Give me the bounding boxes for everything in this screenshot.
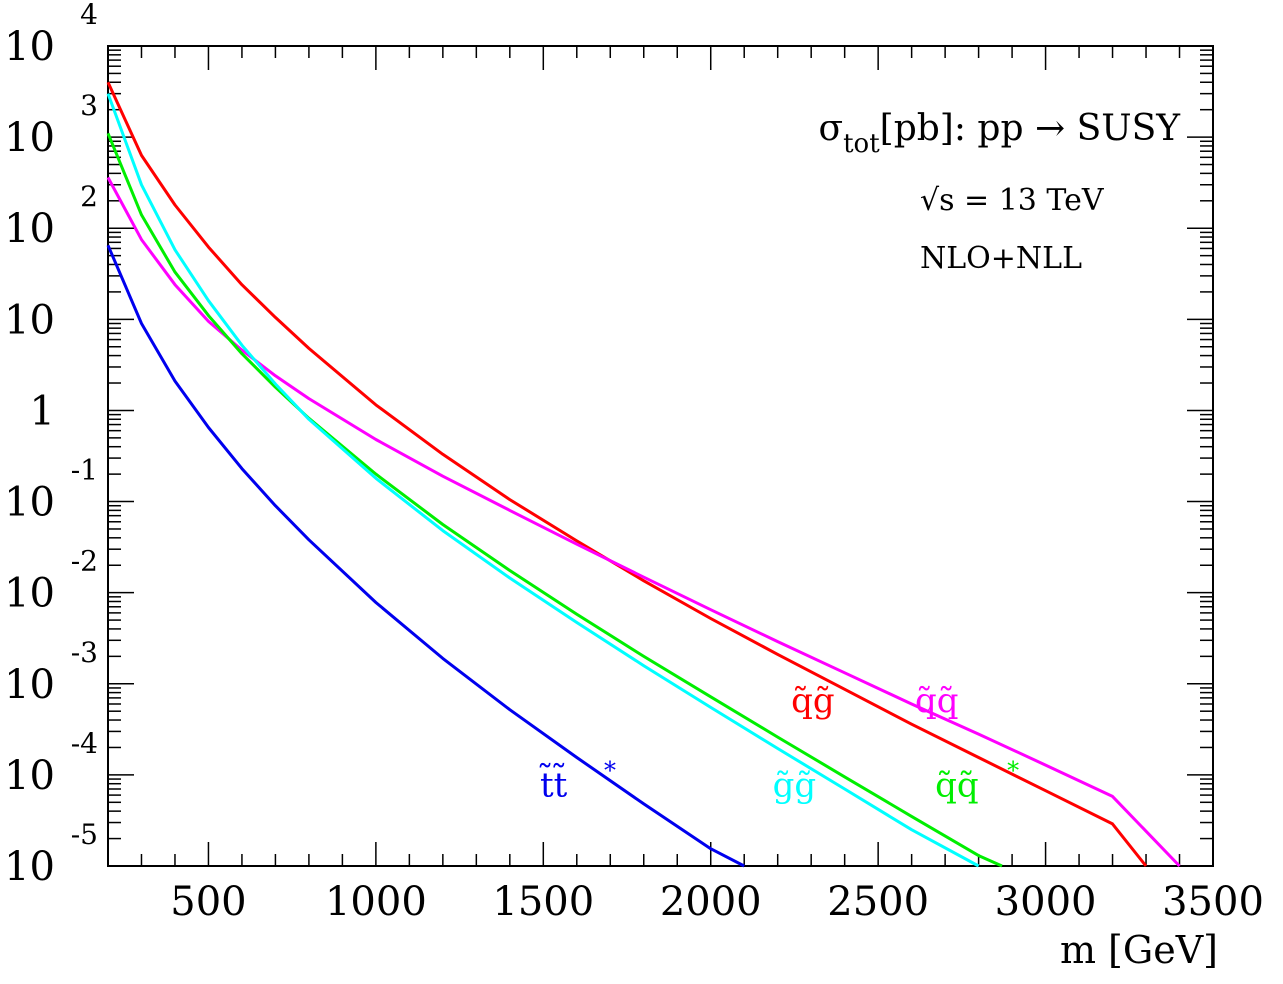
y-tick-label: 10	[4, 480, 55, 526]
series-label-star: *	[1007, 756, 1019, 784]
x-tick-label: 2500	[827, 879, 929, 925]
y-tick-label: 10	[4, 206, 55, 252]
series-labels: q̃g̃ q̃q̃ q̃q̃ * g̃g̃ t̃t̃ *	[539, 681, 1019, 805]
x-axis-label: m [GeV]	[1060, 928, 1218, 972]
x-tick-label: 500	[170, 879, 246, 925]
series-label-star: *	[604, 756, 616, 784]
y-tick-exponent: -2	[71, 545, 98, 578]
y-tick-exponent: -3	[71, 636, 98, 669]
x-tick-labels: 500 1000 1500 2000 2500 3000 3500	[170, 879, 1264, 925]
series-label: q̃g̃	[791, 681, 835, 721]
y-tick-label: 10	[4, 662, 55, 708]
series-label: q̃q̃	[935, 765, 979, 805]
chart-title: σtot[pb]: pp → SUSY	[819, 108, 1182, 159]
x-tick-label: 1000	[325, 879, 427, 925]
y-tick-exponent: -1	[71, 454, 98, 487]
series-lines	[106, 81, 1181, 868]
y-tick-exponent: -5	[71, 818, 98, 851]
series-line	[106, 244, 745, 868]
y-tick-exponent: 2	[80, 180, 98, 213]
series-label: t̃t̃	[539, 762, 568, 805]
x-tick-label: 3500	[1162, 879, 1264, 925]
axis-ticks	[107, 45, 1214, 867]
x-tick-label: 3000	[995, 879, 1097, 925]
x-tick-label: 2000	[660, 879, 762, 925]
series-line	[106, 132, 1003, 868]
y-tick-label: 10	[4, 844, 55, 890]
series-label: q̃q̃	[915, 681, 959, 721]
title-subscript: tot	[843, 129, 880, 159]
x-tick-label: 1500	[492, 879, 594, 925]
y-tick-label: 10	[4, 297, 55, 343]
y-tick-label: 10	[4, 571, 55, 617]
y-tick-label: 10	[4, 24, 55, 70]
plot-frame	[107, 45, 1214, 867]
annotation-energy: √s = 13 TeV	[920, 183, 1105, 218]
series-label: g̃g̃	[773, 765, 817, 805]
title-sigma: σ	[819, 108, 844, 149]
series-line	[106, 93, 980, 868]
y-tick-labels: 10 4 10 3 10 2 10 1 10 -1 10 -2 10 -3 10 -4 10 -5	[4, 0, 98, 890]
annotation-order: NLO+NLL	[920, 241, 1082, 276]
y-tick-label: 10	[4, 753, 55, 799]
y-tick-exponent: 4	[80, 0, 98, 31]
y-tick-exponent: 3	[80, 89, 98, 122]
series-line	[106, 176, 1181, 868]
y-tick-exponent: -4	[71, 727, 98, 760]
series-line	[106, 81, 1148, 867]
title-rest: [pb]: pp → SUSY	[880, 108, 1182, 149]
y-tick-label: 1	[30, 388, 55, 434]
y-tick-label: 10	[4, 115, 55, 161]
